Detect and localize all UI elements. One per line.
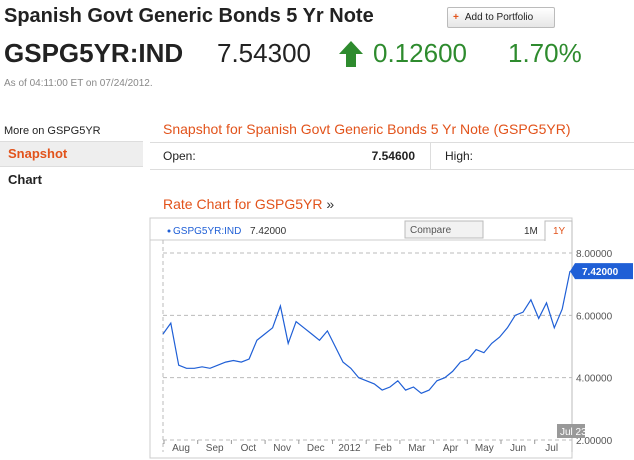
last-value-label: 7.42000 [582,267,619,278]
date-label: Jul 23 [560,427,587,438]
chart-title-text: Rate Chart for GSPG5YR [163,196,323,212]
x-tick-label: Apr [443,443,459,454]
chart-arrow: » [326,196,335,212]
x-tick-label: 2012 [338,443,361,454]
high-label: High: [445,149,474,163]
as-of: As of 04:11:00 ET on 07/24/2012. [4,78,153,89]
x-tick-label: Jun [510,443,526,454]
x-tick-label: Dec [307,443,325,454]
legend-name: GSPG5YR:IND [173,226,241,237]
x-tick-label: Jul [545,443,558,454]
chart-title: Rate Chart for GSPG5YR » [163,196,334,212]
open-label: Open: [163,149,196,163]
snapshot-row [150,142,634,170]
price: 7.54300 [217,38,311,68]
button-label: Add to Portfolio [464,12,534,23]
x-tick-label: May [475,443,494,454]
range-tab [544,220,573,241]
divider [430,142,431,169]
sidebar-active-bg [0,141,143,167]
x-tick-label: Nov [273,443,291,454]
open-value: 7.54600 [371,149,415,163]
range-button[interactable]: 1Y [553,226,566,237]
x-tick-label: Aug [172,443,190,454]
title: Spanish Govt Generic Bonds 5 Yr Note [4,5,374,27]
x-tick-label: Mar [408,443,426,454]
x-tick-label: Feb [375,443,393,454]
sidebar-item[interactable]: Snapshot [8,146,68,161]
change: 0.12600 [373,38,467,68]
sidebar-item[interactable]: Chart [8,172,42,187]
change-percent: 1.70% [508,38,582,68]
x-tick-label: Oct [241,443,257,454]
ticker: GSPG5YR:IND [4,38,184,68]
y-tick-label: 2.00000 [576,436,613,447]
snapshot-title: Snapshot for Spanish Govt Generic Bonds … [163,121,571,137]
legend-dot [167,229,171,233]
sidebar-heading: More on GSPG5YR [4,125,101,137]
date-badge [557,424,585,438]
rate-line [162,270,571,394]
add-to-portfolio-button[interactable]: + Add to Portfolio [447,7,555,28]
x-tick-label: Sep [206,443,224,454]
compare-box[interactable] [404,220,484,239]
legend-value: 7.42000 [250,226,287,237]
y-tick-label: 6.00000 [576,311,613,322]
chart-frame [149,217,573,459]
last-value-badge [570,263,633,280]
y-tick-label: 8.00000 [576,249,613,260]
y-tick-label: 4.00000 [576,374,613,385]
range-button[interactable]: 1M [524,226,538,237]
up-arrow [339,41,363,67]
compare-label: Compare [410,225,452,236]
